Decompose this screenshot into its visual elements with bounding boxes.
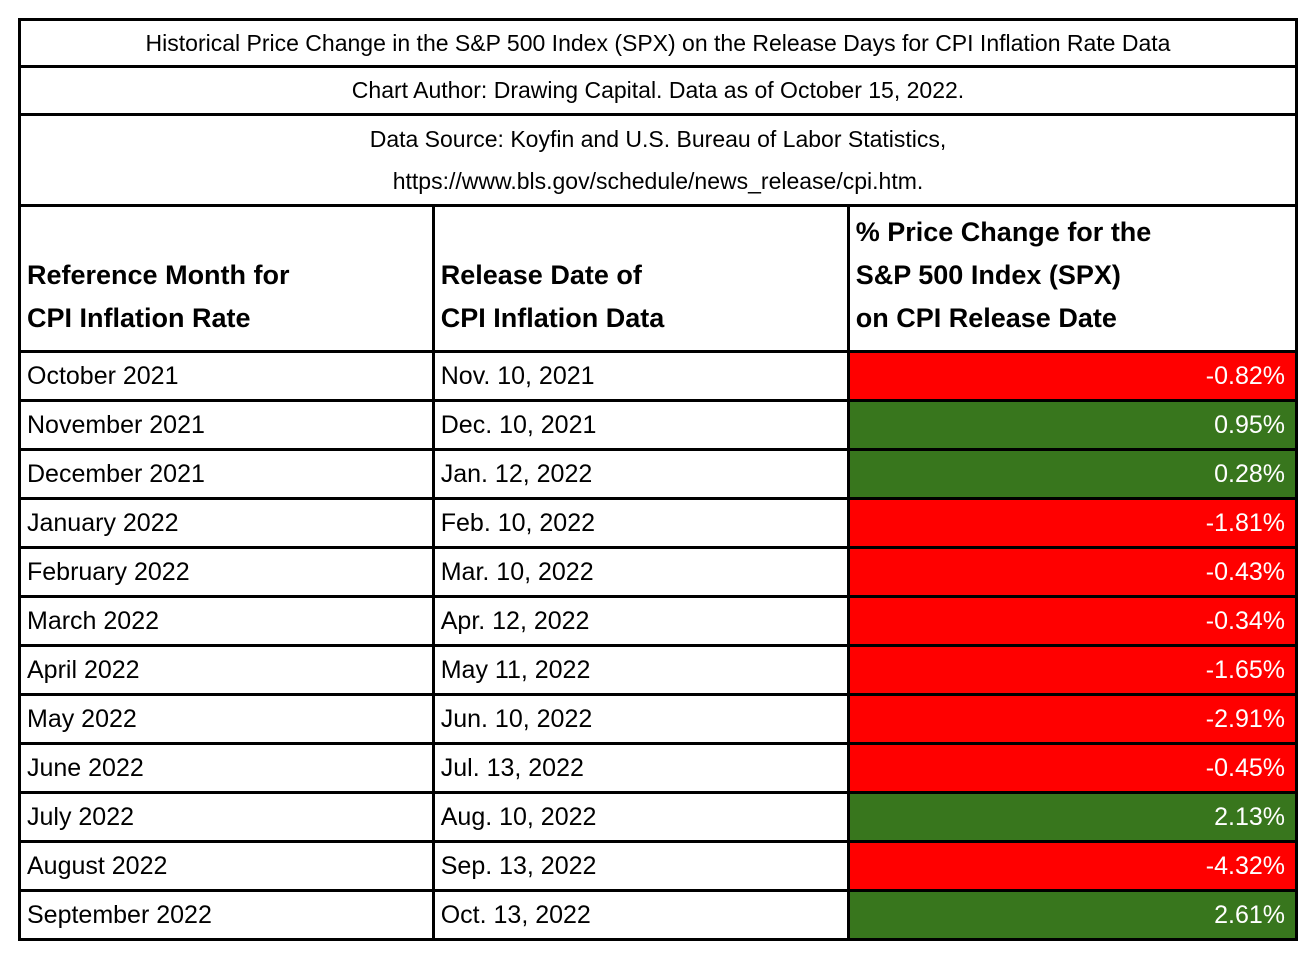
price-change-cell: -1.81%	[846, 497, 1299, 549]
release-date-cell: Jul. 13, 2022	[431, 742, 850, 794]
price-change-cell: -0.45%	[846, 742, 1299, 794]
title-row: Historical Price Change in the S&P 500 I…	[18, 18, 1298, 68]
price-change-cell: -2.91%	[846, 693, 1299, 745]
table-row: July 2022 Aug. 10, 2022 2.13%	[18, 791, 1299, 843]
price-change-cell: 0.95%	[846, 399, 1299, 451]
reference-month-cell: January 2022	[18, 497, 435, 549]
release-date-cell: Jan. 12, 2022	[431, 448, 850, 500]
release-date-cell: Sep. 13, 2022	[431, 840, 850, 892]
table-row: February 2022 Mar. 10, 2022 -0.43%	[18, 546, 1299, 598]
reference-month-cell: September 2022	[18, 889, 435, 941]
reference-month-cell: February 2022	[18, 546, 435, 598]
table-row: November 2021 Dec. 10, 2021 0.95%	[18, 399, 1299, 451]
data-source: Data Source: Koyfin and U.S. Bureau of L…	[18, 113, 1298, 207]
release-date-cell: Feb. 10, 2022	[431, 497, 850, 549]
reference-month-cell: April 2022	[18, 644, 435, 696]
reference-month-cell: May 2022	[18, 693, 435, 745]
author-row: Chart Author: Drawing Capital. Data as o…	[18, 65, 1298, 116]
column-header-row: Reference Month for CPI Inflation Rate R…	[18, 204, 1299, 353]
reference-month-cell: October 2021	[18, 350, 435, 402]
reference-month-cell: December 2021	[18, 448, 435, 500]
table-row: December 2021 Jan. 12, 2022 0.28%	[18, 448, 1299, 500]
reference-month-cell: June 2022	[18, 742, 435, 794]
cpi-table-body: Historical Price Change in the S&P 500 I…	[18, 18, 1299, 941]
price-change-cell: -1.65%	[846, 644, 1299, 696]
release-date-cell: Oct. 13, 2022	[431, 889, 850, 941]
release-date-cell: May 11, 2022	[431, 644, 850, 696]
table-row: October 2021 Nov. 10, 2021 -0.82%	[18, 350, 1299, 402]
reference-month-cell: July 2022	[18, 791, 435, 843]
release-date-cell: Aug. 10, 2022	[431, 791, 850, 843]
column-header-reference-month: Reference Month for CPI Inflation Rate	[18, 204, 435, 353]
reference-month-cell: November 2021	[18, 399, 435, 451]
chart-title: Historical Price Change in the S&P 500 I…	[18, 18, 1298, 68]
price-change-cell: -4.32%	[846, 840, 1299, 892]
price-change-cell: -0.43%	[846, 546, 1299, 598]
price-change-cell: -0.34%	[846, 595, 1299, 647]
table-row: September 2022 Oct. 13, 2022 2.61%	[18, 889, 1299, 941]
price-change-cell: 2.13%	[846, 791, 1299, 843]
source-row: Data Source: Koyfin and U.S. Bureau of L…	[18, 113, 1298, 207]
reference-month-cell: August 2022	[18, 840, 435, 892]
column-header-release-date: Release Date of CPI Inflation Data	[431, 204, 850, 353]
release-date-cell: Apr. 12, 2022	[431, 595, 850, 647]
release-date-cell: Nov. 10, 2021	[431, 350, 850, 402]
price-change-cell: -0.82%	[846, 350, 1299, 402]
release-date-cell: Mar. 10, 2022	[431, 546, 850, 598]
table-row: May 2022 Jun. 10, 2022 -2.91%	[18, 693, 1299, 745]
price-change-cell: 2.61%	[846, 889, 1299, 941]
table-row: January 2022 Feb. 10, 2022 -1.81%	[18, 497, 1299, 549]
price-change-cell: 0.28%	[846, 448, 1299, 500]
cpi-table: Historical Price Change in the S&P 500 I…	[18, 18, 1299, 941]
table-row: March 2022 Apr. 12, 2022 -0.34%	[18, 595, 1299, 647]
table-row: June 2022 Jul. 13, 2022 -0.45%	[18, 742, 1299, 794]
table-row: April 2022 May 11, 2022 -1.65%	[18, 644, 1299, 696]
release-date-cell: Dec. 10, 2021	[431, 399, 850, 451]
column-header-price-change: % Price Change for the S&P 500 Index (SP…	[846, 204, 1299, 353]
chart-author: Chart Author: Drawing Capital. Data as o…	[18, 65, 1298, 116]
table-row: August 2022 Sep. 13, 2022 -4.32%	[18, 840, 1299, 892]
reference-month-cell: March 2022	[18, 595, 435, 647]
release-date-cell: Jun. 10, 2022	[431, 693, 850, 745]
